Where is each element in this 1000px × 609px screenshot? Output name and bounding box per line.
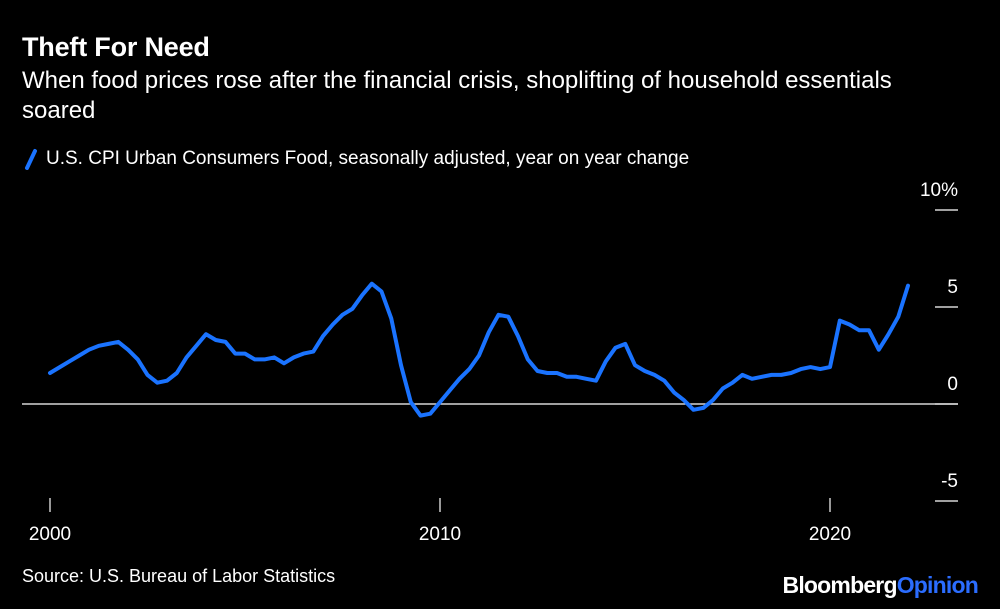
brand-logo: BloombergOpinion [782,572,979,599]
chart-title: Theft For Need [22,32,210,62]
legend-line-icon [25,149,37,170]
brand-accent: Opinion [896,572,979,598]
series-line-food-cpi [48,281,910,418]
x-tick-label-0: 2000 [29,524,71,545]
legend: U.S. CPI Urban Consumers Food, seasonall… [24,148,689,170]
y-tick-label-1: 5 [947,277,958,298]
brand-main: Bloomberg [782,572,898,598]
y-tick-label-3: -5 [941,471,958,492]
source-note: Source: U.S. Bureau of Labor Statistics [22,566,336,586]
legend-label: U.S. CPI Urban Consumers Food, seasonall… [46,148,690,169]
y-tick-label-0: 10% [920,180,958,201]
legend-swatch [25,149,37,170]
chart-subtitle: When food prices rose after the financia… [22,67,892,124]
x-tick-label-1: 2010 [419,524,461,545]
x-tick-label-2: 2020 [809,524,851,545]
y-tick-label-2: 0 [947,374,958,395]
